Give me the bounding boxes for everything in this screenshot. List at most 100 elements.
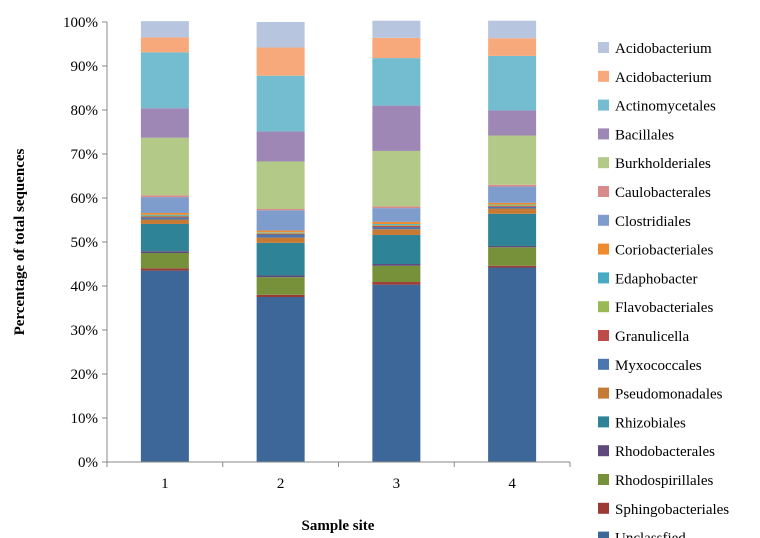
legend-swatch bbox=[598, 445, 609, 457]
legend-label: Caulobacterales bbox=[615, 185, 711, 201]
y-tick-label: 0% bbox=[78, 455, 98, 471]
bar-segment bbox=[488, 265, 537, 268]
bar-segment bbox=[140, 52, 189, 109]
x-tick-label: 3 bbox=[393, 476, 401, 492]
legend-label: Sphingobacteriales bbox=[615, 502, 729, 518]
y-tick-label: 20% bbox=[71, 367, 99, 383]
bar-segment bbox=[140, 195, 189, 198]
x-tick-label: 2 bbox=[277, 476, 285, 492]
bar-segment bbox=[372, 234, 421, 264]
bar-segment bbox=[372, 225, 421, 228]
bar-segment bbox=[488, 186, 537, 203]
bar-segment bbox=[256, 22, 305, 48]
bar-segment bbox=[256, 75, 305, 132]
y-tick-label: 70% bbox=[71, 147, 99, 163]
bar-segment bbox=[256, 275, 305, 278]
legend-swatch bbox=[598, 502, 609, 514]
legend-label: Myxococcales bbox=[615, 358, 702, 374]
bar-segment bbox=[488, 55, 537, 111]
bar-segment bbox=[372, 264, 421, 266]
bar-segment bbox=[372, 282, 421, 285]
y-axis-title: Percentage of total sequences bbox=[12, 148, 28, 335]
bar-segment bbox=[256, 209, 305, 211]
y-tick-label: 60% bbox=[71, 191, 99, 207]
bar-segment bbox=[140, 251, 189, 253]
x-axis-title: Sample site bbox=[302, 518, 375, 534]
bar-segment bbox=[256, 294, 305, 297]
bar-segment bbox=[256, 233, 305, 235]
bar-segment bbox=[140, 219, 189, 224]
legend-swatch bbox=[598, 70, 609, 82]
legend-label: Actinomycetales bbox=[615, 99, 716, 115]
bar-segment bbox=[140, 37, 189, 53]
bar-segment bbox=[140, 216, 189, 218]
y-tick-label: 40% bbox=[71, 279, 99, 295]
bar-segment bbox=[488, 110, 537, 136]
legend-label: Flavobacteriales bbox=[615, 300, 713, 316]
bar-segment bbox=[256, 234, 305, 238]
bar-segment bbox=[372, 223, 421, 225]
legend-label: Rhizobiales bbox=[615, 415, 686, 431]
legend-swatch bbox=[598, 531, 609, 538]
bar-segment bbox=[256, 230, 305, 233]
bar-segment bbox=[488, 213, 537, 246]
bar-segment bbox=[140, 217, 189, 220]
legend-label: Rhodospirillales bbox=[615, 473, 713, 489]
bar-segment bbox=[256, 237, 305, 243]
bar-segment bbox=[488, 247, 537, 266]
bar-segment bbox=[140, 212, 189, 215]
legend-label: Burkholderiales bbox=[615, 156, 711, 172]
bar-segment bbox=[488, 135, 537, 185]
bar-segment bbox=[140, 21, 189, 38]
bar-segment bbox=[488, 202, 537, 205]
legend-swatch bbox=[598, 387, 609, 399]
legend-label: Pseudomonadales bbox=[615, 387, 723, 403]
bar-segment bbox=[140, 253, 189, 269]
y-tick-label: 100% bbox=[63, 15, 98, 31]
bar-segment bbox=[488, 267, 537, 462]
bar-segment bbox=[256, 161, 305, 209]
bar-segment bbox=[256, 210, 305, 231]
legend: Acidobacterium Acidobacterium Actinomyceta… bbox=[598, 41, 729, 538]
bar-segment bbox=[256, 47, 305, 76]
y-tick-label: 30% bbox=[71, 323, 99, 339]
y-tick-label: 80% bbox=[71, 103, 99, 119]
bar-segment bbox=[140, 270, 189, 462]
bar-segment bbox=[488, 20, 537, 39]
legend-swatch bbox=[598, 42, 609, 53]
y-ticks: 0% 10% 20% 30% 40% 50% 60% 70% 80% 90% 100% bbox=[63, 15, 107, 471]
legend-swatch bbox=[598, 474, 609, 485]
bar-segment bbox=[488, 205, 537, 207]
bar-segment bbox=[256, 131, 305, 162]
legend-label: Granulicella bbox=[615, 329, 689, 345]
bar-segment bbox=[256, 297, 305, 462]
legend-swatch bbox=[598, 243, 609, 255]
bar-segment bbox=[256, 242, 305, 276]
bar-segment bbox=[372, 265, 421, 283]
bar-segment bbox=[372, 284, 421, 462]
bar-segment bbox=[372, 105, 421, 151]
bar-segment bbox=[140, 214, 189, 216]
legend-label: Acidobacterium bbox=[615, 41, 712, 57]
bar-segment bbox=[488, 245, 537, 248]
legend-swatch bbox=[598, 157, 609, 169]
bar-segment bbox=[488, 38, 537, 56]
bar-segment bbox=[372, 208, 421, 222]
legend-swatch bbox=[598, 358, 609, 370]
bar-segment bbox=[488, 206, 537, 209]
legend-swatch bbox=[598, 330, 609, 341]
bar-segment bbox=[140, 215, 189, 217]
legend-label: Edaphobacter bbox=[615, 271, 697, 287]
legend-swatch bbox=[598, 186, 609, 197]
bar-segment bbox=[372, 37, 421, 59]
legend-label: Coriobacteriales bbox=[615, 243, 713, 259]
legend-label: Acidobacterium bbox=[615, 70, 712, 86]
bar-segment bbox=[488, 184, 537, 187]
bar-segment bbox=[140, 137, 189, 196]
x-ticks: 1 2 3 4 bbox=[106, 462, 571, 492]
x-tick-label: 4 bbox=[508, 476, 516, 492]
legend-swatch bbox=[598, 272, 609, 284]
bar-segment bbox=[140, 197, 189, 213]
bars-layer bbox=[140, 20, 537, 462]
